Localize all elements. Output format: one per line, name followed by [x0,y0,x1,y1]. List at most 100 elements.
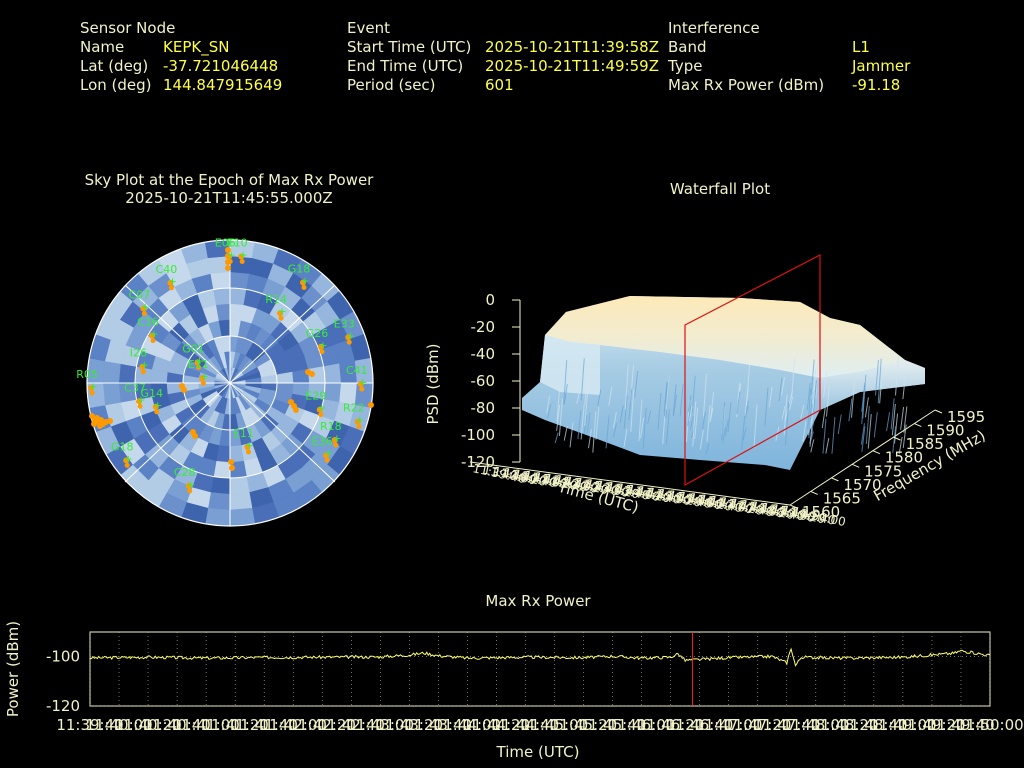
waterfall-streak [781,377,786,396]
waterfall-streak [800,404,805,419]
max-power-xtick-label: 11:47:20 [724,716,791,734]
sat-label: C37 [124,381,146,394]
waterfall-streak [595,406,600,440]
sat-marker: + [153,399,162,412]
waterfall-streak [721,402,726,440]
sky-satellites: E06+E10+G18+C40+C07+C16+R14+E33+G26+I26+… [76,236,367,490]
waterfall-streak [628,388,633,421]
sky-cell [215,303,231,321]
sat-track-point [185,482,192,489]
sat-track-point [356,424,362,430]
sat-track-point [225,265,231,271]
sat-marker: + [136,393,145,406]
max-power-xtick-label: 11:46:20 [637,716,704,734]
waterfall-streak [821,406,826,429]
sat-track-point [140,305,147,312]
sat-marker: + [168,275,177,288]
waterfall-streak [709,407,714,423]
waterfall-streak [902,424,907,448]
psd-tick-label: -120 [461,453,495,471]
sat-track-point [199,375,206,382]
sat-track-point [181,387,187,393]
waterfall-surface-top [545,296,905,378]
waterfall-streak [813,380,818,413]
max-power-xtick-label: 11:42:40 [318,716,385,734]
waterfall-streak [823,370,828,398]
waterfall-streak [587,429,592,449]
sat-label: R05 [76,368,98,381]
sat-track-point [192,433,198,439]
waterfall-streak [619,405,624,423]
max-power-xtick-label: 11:43:40 [405,716,472,734]
waterfall-streak [640,417,645,438]
max-power-xtick-label: 11:39:40 [56,716,123,734]
waterfall-streak [874,360,879,396]
waterfall-streak [860,423,865,445]
waterfall-streak [744,405,749,418]
event-end-label: End Time (UTC) [347,57,464,75]
waterfall-streak [809,431,814,443]
sat-track-point [301,285,307,291]
max-power-xtick-label: 11:49:40 [927,716,994,734]
waterfall-streak [865,405,870,445]
waterfall-streak [584,389,589,426]
sensor-lat-label: Lat (deg) [80,57,149,75]
sat-track-point [293,407,299,413]
frequency-tick [893,436,901,441]
sky-cell [229,507,256,526]
sat-label: R18 [320,420,342,433]
sat-label: E36 [312,435,333,448]
sky-cell [102,360,121,384]
waterfall-streak [705,443,710,455]
interference-power-label: Max Rx Power (dBm) [668,76,825,94]
sat-track-point [225,247,231,253]
sat-track-point [238,253,245,260]
waterfall-streak [825,385,830,417]
psd-axis-label: PSD (dBm) [424,343,442,424]
max-power-xtick-label: 11:44:00 [434,716,501,734]
sat-track-point [309,371,315,377]
interference-power-value: -91.18 [852,76,901,94]
event-end-value: 2025-10-21T11:49:59Z [485,57,659,75]
event-start-value: 2025-10-21T11:39:58Z [485,38,659,56]
psd-tick-label: -60 [471,372,496,390]
sat-marker: + [140,359,149,372]
max-power-xtick-label: 11:48:20 [811,716,878,734]
waterfall-streak [810,439,815,453]
waterfall-streak [577,410,582,440]
sat-track-point [229,465,235,471]
frequency-tick-label: 1560 [802,503,840,521]
sat-track-point [318,412,324,418]
frequency-tick [914,423,922,428]
sat-marker: + [324,447,333,460]
frequency-tick-label: 1565 [823,489,861,507]
waterfall-streak [825,437,830,454]
waterfall-streak [811,369,816,404]
max-power-xtick-label: 11:40:00 [85,716,152,734]
frequency-tick-label: 1590 [926,422,964,440]
sat-label: C16 [137,316,159,329]
frequency-tick-label: 1585 [906,435,944,453]
sky-cell [210,476,231,495]
frequency-axis-line [789,409,936,506]
sat-track-point [354,418,361,425]
waterfall-streak [722,427,727,443]
sensor-info: Sensor Node Name KEPK_SN Lat (deg) -37.721… [80,19,282,95]
sat-track-point [123,457,130,464]
waterfall-streak [608,386,613,406]
waterfall-streak [753,404,758,448]
sky-cell [204,507,231,526]
waterfall-streak [815,355,820,399]
sat-marker: + [277,305,286,318]
max-power-xtick-label: 11:42:20 [289,716,356,734]
sky-cell [204,240,231,259]
sat-track-point [124,462,130,468]
waterfall-streak [699,429,704,450]
waterfall-streak [630,389,635,432]
sky-cell [323,382,342,403]
sensor-lat-value: -37.721046448 [163,57,279,75]
waterfall-streak [861,382,866,412]
max-power-xtick-label: 11:42:00 [260,716,327,734]
waterfall-streak [886,412,891,432]
max-power-xtick-label: 11:45:40 [579,716,646,734]
